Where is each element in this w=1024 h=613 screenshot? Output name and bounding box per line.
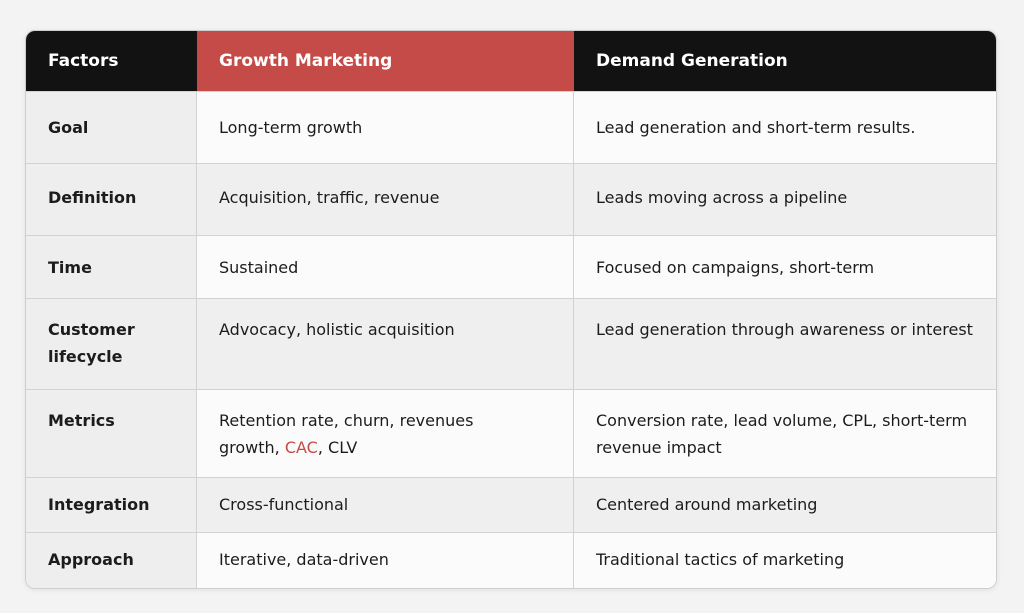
table-row-metrics: Metrics Retention rate, churn, revenues … [26,389,996,478]
factor-label-line: Customer [48,320,135,339]
table-row-integration: Integration Cross-functional Centered ar… [26,477,996,533]
factor-label: Metrics [26,390,197,478]
factor-label: Time [26,236,197,299]
header-growth-marketing: Growth Marketing [197,31,574,91]
table-row-goal: Goal Long-term growth Lead generation an… [26,91,996,164]
text-segment: growth, [219,438,285,457]
factor-label: Goal [26,92,197,164]
growth-cell: Acquisition, traffic, revenue [197,164,574,236]
table-row-definition: Definition Acquisition, traffic, revenue… [26,163,996,236]
header-factors: Factors [26,31,197,91]
demand-cell-line: revenue impact [596,438,722,457]
cac-highlight: CAC [284,438,318,457]
factor-label: Approach [26,533,197,588]
comparison-table: Factors Growth Marketing Demand Generati… [25,30,997,589]
demand-cell: Centered around marketing [574,478,996,533]
demand-cell: Conversion rate, lead volume, CPL, short… [574,390,996,478]
demand-cell: Leads moving across a pipeline [574,164,996,236]
growth-cell-line: Retention rate, churn, revenues [219,411,474,430]
demand-cell-line: Conversion rate, lead volume, CPL, short… [596,411,968,430]
factor-label-line: lifecycle [48,347,123,366]
growth-cell: Cross-functional [197,478,574,533]
table-row-customer-lifecycle: Customer lifecycle Advocacy, holistic ac… [26,298,996,390]
growth-cell-line: growth, CAC, CLV [219,434,551,461]
table-header: Factors Growth Marketing Demand Generati… [26,31,996,91]
table-row-time: Time Sustained Focused on campaigns, sho… [26,235,996,299]
demand-cell: Traditional tactics of marketing [574,533,996,588]
table-row-approach: Approach Iterative, data-driven Traditio… [26,532,996,588]
growth-cell: Sustained [197,236,574,299]
factor-label: Integration [26,478,197,533]
growth-cell: Advocacy, holistic acquisition [197,299,574,390]
demand-cell: Lead generation and short-term results. [574,92,996,164]
demand-cell: Lead generation through awareness or int… [574,299,996,390]
growth-cell: Iterative, data-driven [197,533,574,588]
header-demand-generation: Demand Generation [574,31,996,91]
factor-label: Definition [26,164,197,236]
growth-cell: Retention rate, churn, revenues growth, … [197,390,574,478]
growth-cell: Long-term growth [197,92,574,164]
factor-label: Customer lifecycle [26,299,197,390]
text-segment: , CLV [317,438,358,457]
demand-cell: Focused on campaigns, short-term [574,236,996,299]
